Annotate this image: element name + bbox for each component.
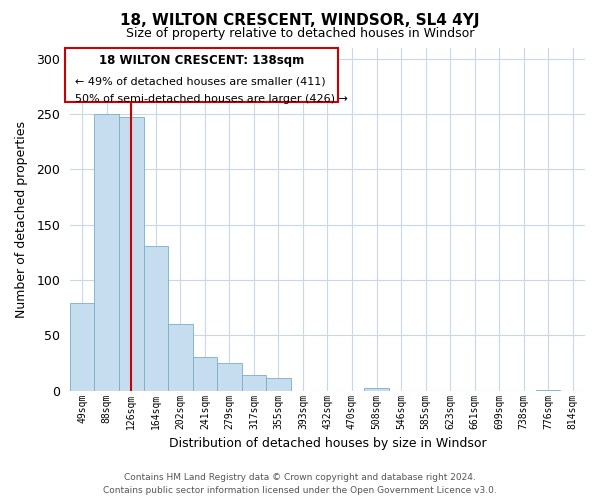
Bar: [193, 358, 217, 390]
Bar: [119, 117, 143, 390]
Text: 18, WILTON CRESCENT, WINDSOR, SL4 4YJ: 18, WILTON CRESCENT, WINDSOR, SL4 4YJ: [120, 12, 480, 28]
Bar: [94, 114, 119, 390]
Text: Contains HM Land Registry data © Crown copyright and database right 2024.
Contai: Contains HM Land Registry data © Crown c…: [103, 474, 497, 495]
Bar: [242, 375, 266, 390]
Bar: [143, 246, 168, 390]
Bar: [168, 324, 193, 390]
Text: Size of property relative to detached houses in Windsor: Size of property relative to detached ho…: [126, 28, 474, 40]
Bar: [70, 303, 94, 390]
FancyBboxPatch shape: [65, 48, 338, 102]
Bar: [266, 378, 290, 390]
Text: 50% of semi-detached houses are larger (426) →: 50% of semi-detached houses are larger (…: [75, 94, 348, 104]
Bar: [364, 388, 389, 390]
Bar: [217, 363, 242, 390]
X-axis label: Distribution of detached houses by size in Windsor: Distribution of detached houses by size …: [169, 437, 486, 450]
Text: 18 WILTON CRESCENT: 138sqm: 18 WILTON CRESCENT: 138sqm: [98, 54, 304, 68]
Text: ← 49% of detached houses are smaller (411): ← 49% of detached houses are smaller (41…: [75, 76, 326, 86]
Y-axis label: Number of detached properties: Number of detached properties: [15, 120, 28, 318]
